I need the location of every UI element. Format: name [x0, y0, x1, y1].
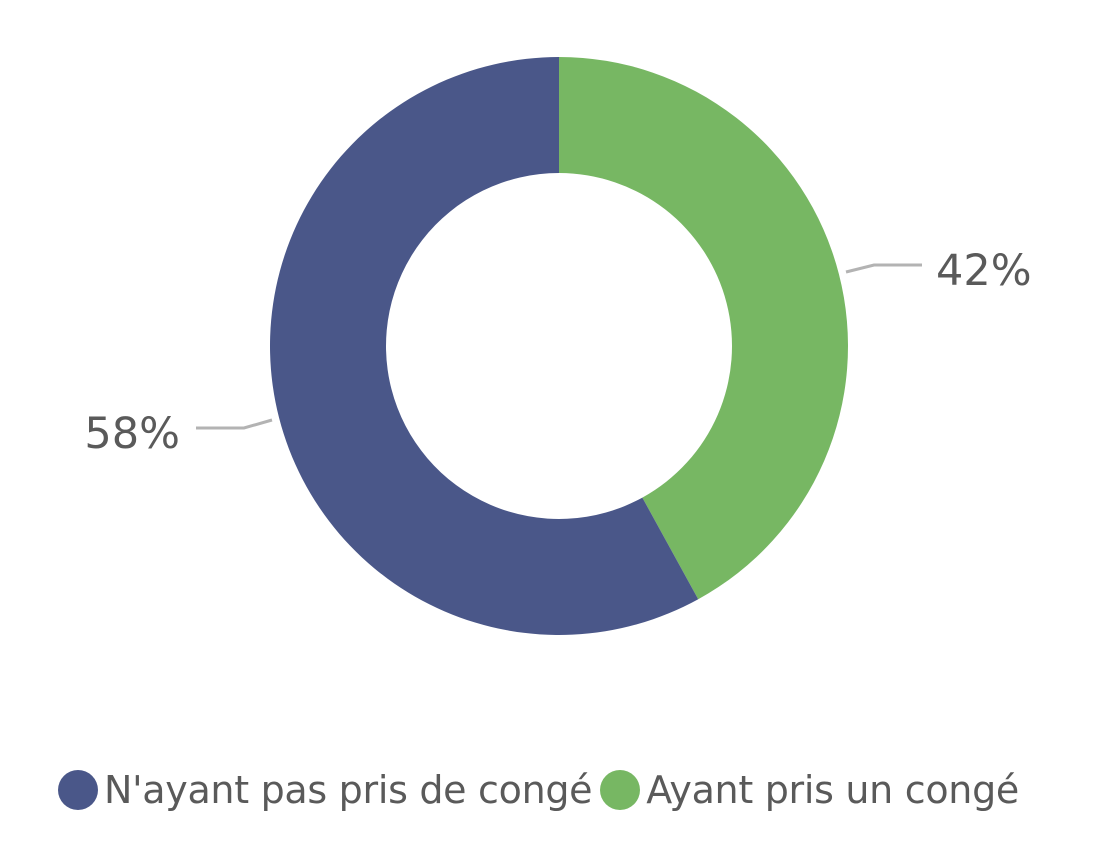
- donut-slices: [270, 57, 849, 635]
- leader-line-1: [845, 263, 922, 274]
- legend-marker-icon: [58, 770, 98, 810]
- donut-slice-1[interactable]: [559, 57, 849, 600]
- leader-line-0: [196, 418, 273, 430]
- data-label-1: 42%: [936, 246, 1032, 296]
- legend-label: N'ayant pas pris de congé: [104, 768, 593, 812]
- data-label-0: 58%: [84, 409, 180, 459]
- leader-lines: [196, 263, 922, 430]
- data-labels: 58% 42%: [84, 246, 1031, 459]
- legend-label: Ayant pris un congé: [646, 768, 1019, 812]
- legend-item-took-leave[interactable]: Ayant pris un congé: [600, 768, 1019, 812]
- donut-slice-0[interactable]: [270, 57, 699, 635]
- chart-legend: N'ayant pas pris de congé Ayant pris un …: [58, 762, 1027, 818]
- legend-item-no-leave[interactable]: N'ayant pas pris de congé: [58, 768, 593, 812]
- legend-marker-icon: [600, 770, 641, 810]
